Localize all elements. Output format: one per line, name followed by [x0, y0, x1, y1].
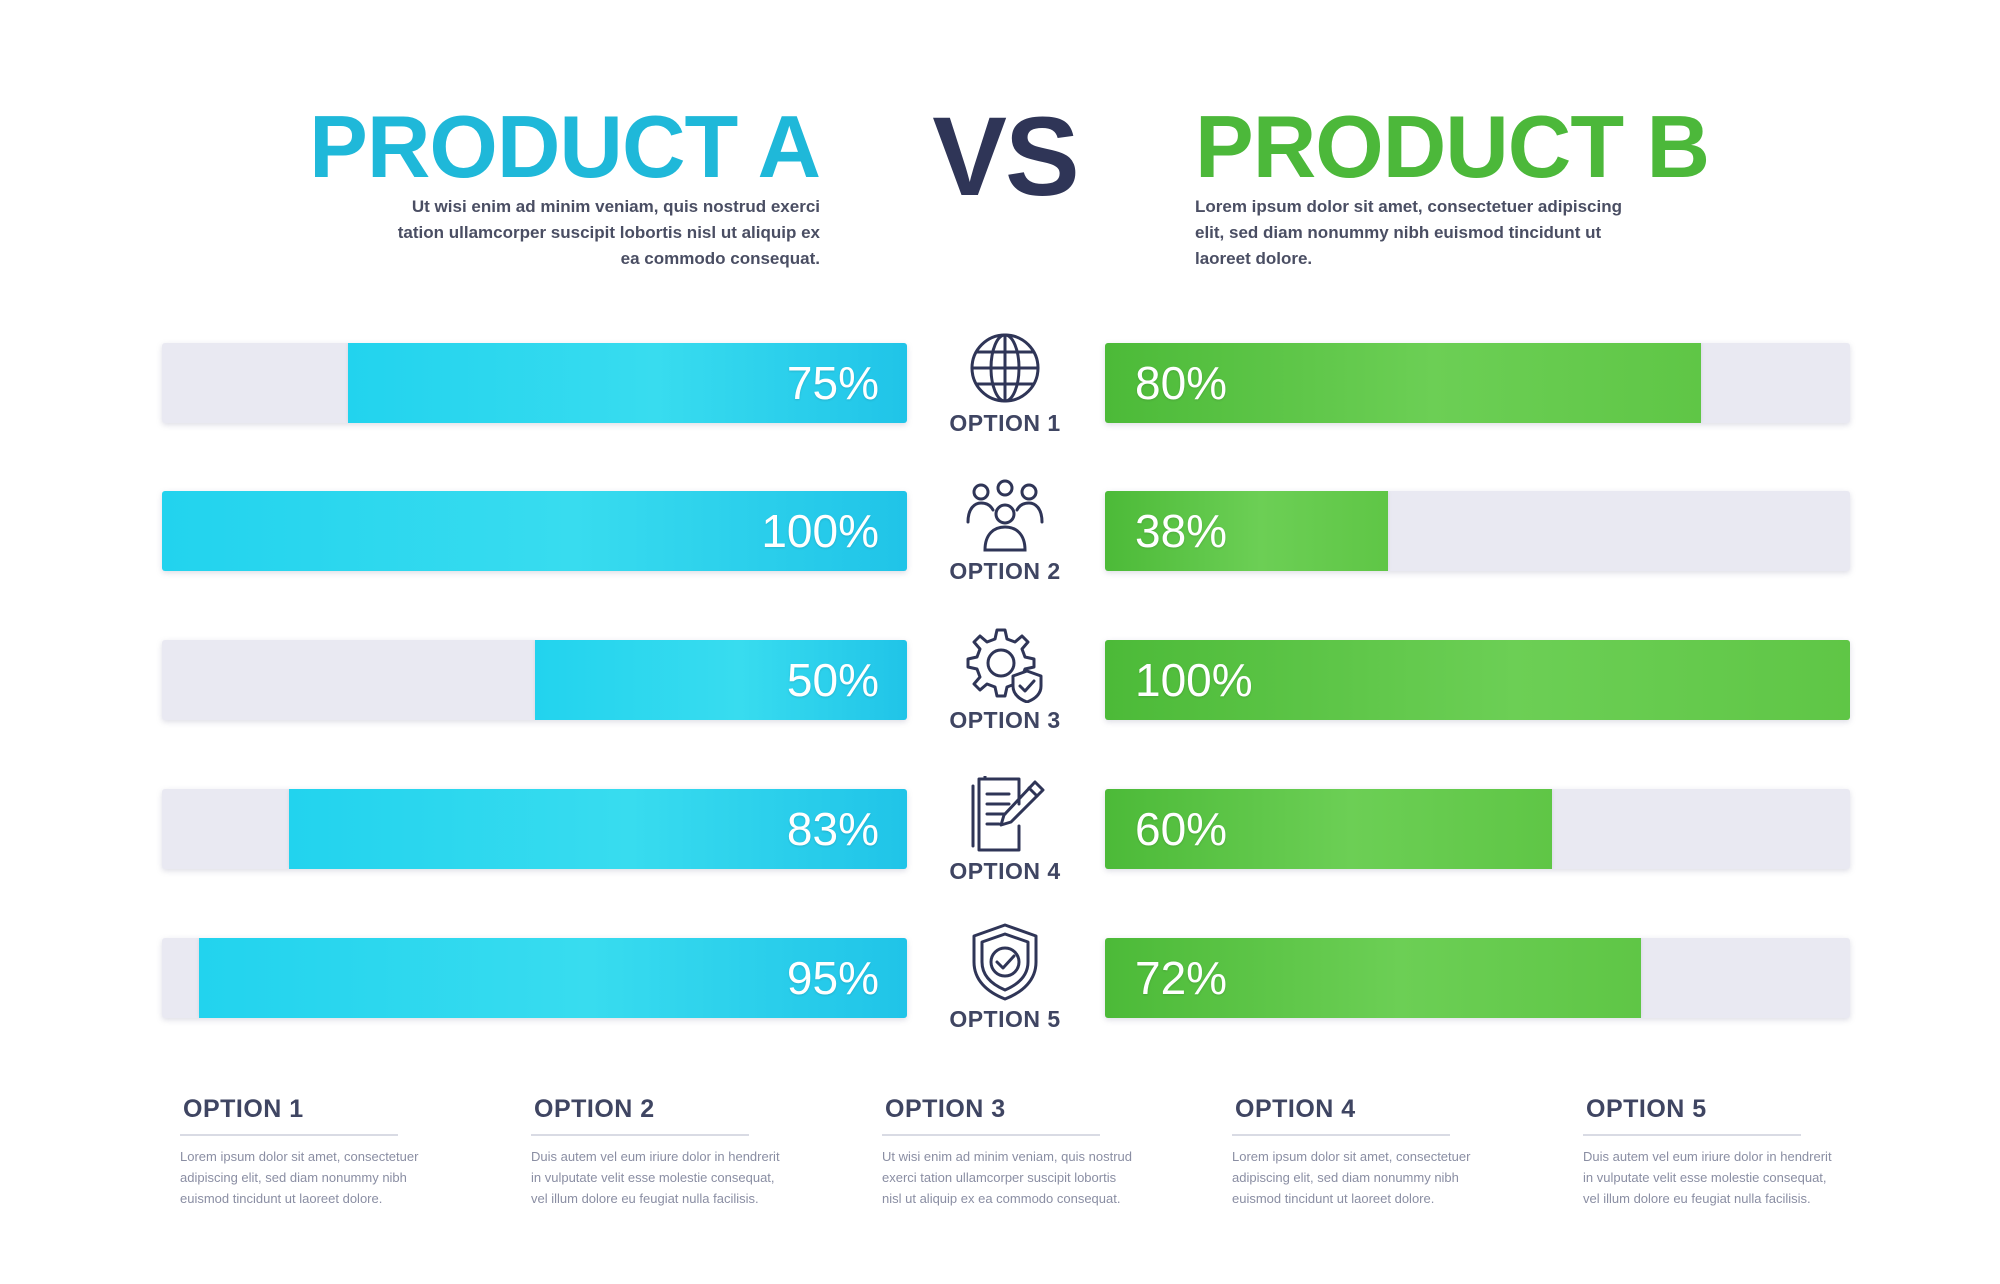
- option-marker: OPTION 2: [935, 478, 1075, 608]
- bar-product-a: [348, 343, 907, 423]
- option-marker: OPTION 1: [935, 330, 1075, 460]
- option-card-text: Lorem ipsum dolor sit amet, consectetuer…: [180, 1149, 419, 1206]
- bar-track-a: 83%: [162, 789, 907, 869]
- option-marker: OPTION 3: [935, 627, 1075, 757]
- option-card: OPTION 3 Ut wisi enim ad minim veniam, q…: [882, 1095, 1137, 1209]
- product-b-description: Lorem ipsum dolor sit amet, consectetuer…: [1195, 197, 1622, 268]
- bar-product-b: [1105, 343, 1701, 423]
- bar-label-b: 72%: [1135, 952, 1228, 1004]
- option-marker: OPTION 4: [935, 776, 1075, 906]
- globe-icon: [970, 333, 1040, 403]
- option-card-title: OPTION 4: [1232, 1095, 1450, 1136]
- bar-label-a: 50%: [786, 654, 879, 706]
- option-card-title: OPTION 5: [1583, 1095, 1801, 1136]
- product-a-description: Ut wisi enim ad minim veniam, quis nostr…: [397, 197, 820, 268]
- option-card: OPTION 1 Lorem ipsum dolor sit amet, con…: [180, 1095, 435, 1209]
- option-label: OPTION 1: [949, 410, 1061, 436]
- bar-product-b: [1105, 938, 1642, 1018]
- option-card-text: Duis autem vel eum iriure dolor in hendr…: [531, 1149, 780, 1206]
- option-card-title: OPTION 2: [531, 1095, 749, 1136]
- option-card-text: Duis autem vel eum iriure dolor in hendr…: [1583, 1149, 1832, 1206]
- option-label: OPTION 3: [949, 707, 1061, 733]
- option-card: OPTION 4 Lorem ipsum dolor sit amet, con…: [1232, 1095, 1487, 1209]
- bar-label-a: 75%: [786, 357, 879, 409]
- product-b-title: PRODUCT B: [1195, 97, 1710, 196]
- vs-label: VS: [932, 94, 1079, 219]
- option-card-text: Lorem ipsum dolor sit amet, consectetuer…: [1232, 1149, 1471, 1206]
- bar-track-a: 75%: [162, 343, 907, 423]
- team-icon: [966, 479, 1044, 552]
- document-edit-icon: [971, 776, 1045, 852]
- bar-track-b: 60%: [1105, 789, 1850, 869]
- bar-label-a: 83%: [786, 803, 879, 855]
- bar-product-a: [288, 789, 907, 869]
- bar-label-b: 38%: [1135, 505, 1228, 557]
- bar-product-a: [162, 491, 907, 571]
- option-label: OPTION 5: [949, 1006, 1061, 1032]
- option-label: OPTION 2: [949, 558, 1061, 584]
- bar-track-b: 100%: [1105, 640, 1850, 720]
- bar-label-b: 100%: [1135, 654, 1253, 706]
- bar-product-a: [534, 640, 907, 720]
- bar-track-a: 100%: [162, 491, 907, 571]
- bar-product-a: [199, 938, 907, 1018]
- bar-product-b: [1105, 789, 1552, 869]
- bar-track-b: 72%: [1105, 938, 1850, 1018]
- bar-track-a: 95%: [162, 938, 907, 1018]
- option-marker: OPTION 5: [935, 922, 1075, 1052]
- gear-shield-icon: [966, 628, 1043, 703]
- bar-track-b: 38%: [1105, 491, 1850, 571]
- bar-label-b: 80%: [1135, 357, 1228, 409]
- option-card-title: OPTION 1: [180, 1095, 398, 1136]
- bar-product-b: [1105, 491, 1389, 571]
- bar-product-b: [1105, 640, 1850, 720]
- bar-label-b: 60%: [1135, 803, 1228, 855]
- option-card: OPTION 2 Duis autem vel eum iriure dolor…: [531, 1095, 786, 1209]
- shield-check-icon: [972, 923, 1038, 1001]
- bar-label-a: 100%: [761, 505, 879, 557]
- bar-label-a: 95%: [786, 952, 879, 1004]
- option-card: OPTION 5 Duis autem vel eum iriure dolor…: [1583, 1095, 1838, 1209]
- option-label: OPTION 4: [949, 858, 1061, 884]
- option-card-text: Ut wisi enim ad minim veniam, quis nostr…: [882, 1149, 1132, 1206]
- product-a-title: PRODUCT A: [309, 97, 821, 196]
- bar-track-b: 80%: [1105, 343, 1850, 423]
- bar-track-a: 50%: [162, 640, 907, 720]
- option-card-title: OPTION 3: [882, 1095, 1100, 1136]
